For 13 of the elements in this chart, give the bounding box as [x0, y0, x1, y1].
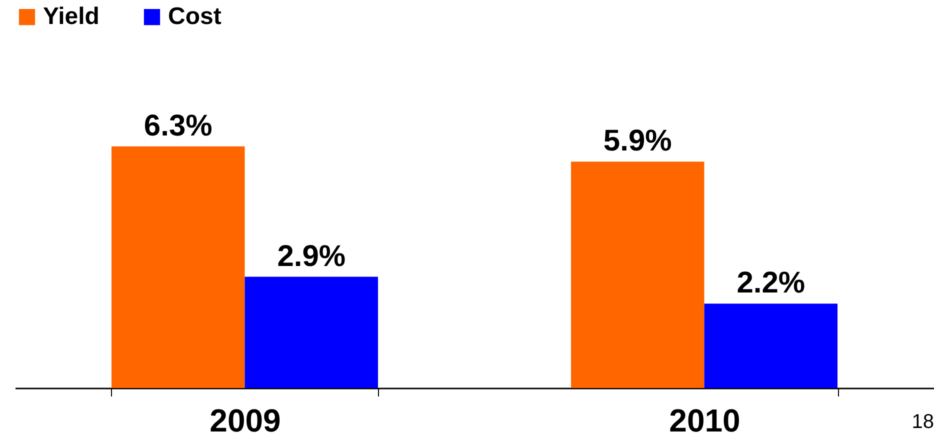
bar — [570, 162, 704, 388]
data-label: 5.9% — [603, 124, 672, 158]
x-tick-label: 2010 — [669, 402, 740, 438]
bar — [244, 276, 378, 388]
data-label: 2.2% — [736, 266, 806, 300]
legend-label: Yield — [43, 3, 100, 30]
data-label: 2.9% — [277, 240, 346, 273]
x-tick-label: 2009 — [210, 402, 281, 438]
bar — [111, 146, 245, 388]
text: 18 — [912, 411, 934, 434]
legend-label: Cost — [168, 3, 222, 30]
bar — [704, 304, 838, 388]
data-label: 6.3% — [144, 109, 212, 142]
